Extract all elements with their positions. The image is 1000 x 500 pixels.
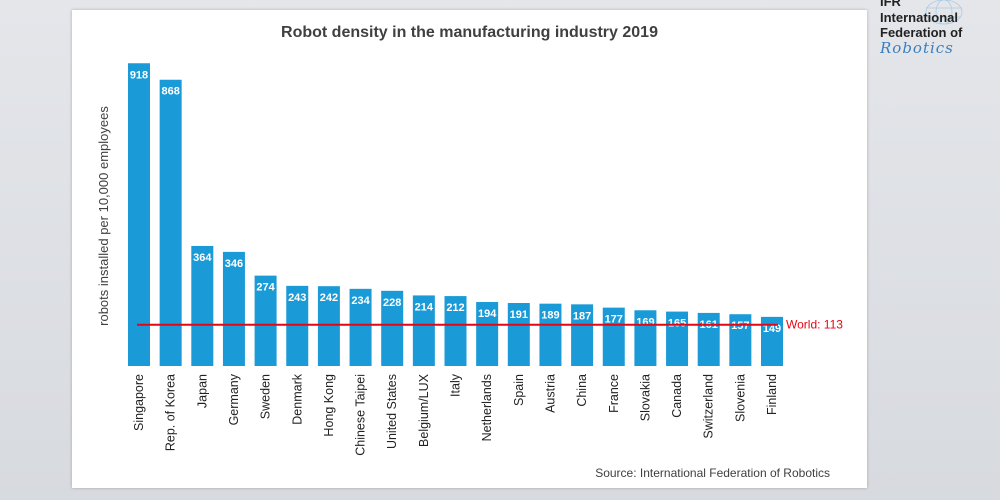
bar-sweden <box>254 275 277 366</box>
category-label: Spain <box>512 374 526 406</box>
category-label: France <box>607 374 621 413</box>
bar-value-label: 189 <box>541 310 559 322</box>
category-label: Finland <box>765 374 779 415</box>
bar-finland <box>761 316 783 366</box>
bar-value-label: 214 <box>415 301 434 313</box>
category-label: Switzerland <box>702 374 716 439</box>
bar-value-label: 364 <box>193 252 212 264</box>
world-average-label: World: 113 <box>786 318 843 332</box>
category-label: Singapore <box>132 374 146 431</box>
bar-value-label: 165 <box>668 318 686 330</box>
category-label: Austria <box>543 374 557 413</box>
bar-united-states <box>381 290 404 366</box>
bar-italy <box>444 296 467 366</box>
bar-slovenia <box>729 314 752 366</box>
bar-singapore <box>128 63 150 367</box>
category-label: Denmark <box>290 373 304 424</box>
bar-value-label: 918 <box>130 69 148 81</box>
bar-value-label: 191 <box>510 309 528 321</box>
category-label: Sweden <box>259 374 273 419</box>
bar-germany <box>222 251 245 366</box>
bar-value-label: 177 <box>605 314 623 326</box>
logo-text-international: International <box>880 10 959 25</box>
category-label: Chinese Taipei <box>354 374 368 456</box>
source-note: Source: International Federation of Robo… <box>595 466 830 480</box>
bar-rep-of-korea <box>159 79 182 366</box>
chart-title: Robot density in the manufacturing indus… <box>281 24 658 41</box>
category-label: United States <box>385 374 399 449</box>
logo-text-robotics: Robotics <box>880 39 954 57</box>
category-label: Slovenia <box>733 374 747 422</box>
bar-belgium-lux <box>412 295 435 366</box>
bar-switzerland <box>697 312 720 366</box>
bar-austria <box>539 303 562 366</box>
bar-value-label: 169 <box>636 316 654 328</box>
bar-value-label: 243 <box>288 292 306 304</box>
bar-value-label: 157 <box>731 320 749 332</box>
globe-logo-icon <box>925 0 963 25</box>
bar-china <box>571 304 594 366</box>
category-label: Netherlands <box>480 374 494 441</box>
bar-japan <box>191 245 214 366</box>
bar-value-label: 228 <box>383 297 401 309</box>
category-label: Japan <box>195 374 209 408</box>
bar-chinese-taipei <box>349 288 372 366</box>
category-label: Italy <box>449 373 463 397</box>
bar-france <box>602 307 625 366</box>
logo-text-federation: Federation of <box>880 25 963 40</box>
bar-value-label: 274 <box>256 282 275 294</box>
bar-value-label: 187 <box>573 310 591 322</box>
bar-value-label: 149 <box>763 323 781 335</box>
bar-denmark <box>286 285 309 366</box>
category-label: Hong Kong <box>322 374 336 437</box>
category-label: Slovakia <box>638 374 652 421</box>
bar-value-label: 242 <box>320 292 338 304</box>
bar-value-label: 212 <box>446 302 464 314</box>
category-label: Canada <box>670 374 684 418</box>
ifr-logo: IFR International Federation of Robotics <box>880 0 998 60</box>
bar-value-label: 194 <box>478 308 497 320</box>
category-label: China <box>575 374 589 407</box>
bar-value-label: 234 <box>351 295 370 307</box>
logo-text-ifr: IFR <box>880 0 901 9</box>
bar-value-label: 868 <box>161 86 179 98</box>
bar-hong-kong <box>317 286 340 366</box>
bar-netherlands <box>476 302 499 366</box>
category-label: Belgium/LUX <box>417 373 431 447</box>
bar-spain <box>507 303 530 366</box>
bar-value-label: 346 <box>225 258 243 270</box>
category-label: Germany <box>227 373 241 425</box>
category-label: Rep. of Korea <box>164 374 178 451</box>
